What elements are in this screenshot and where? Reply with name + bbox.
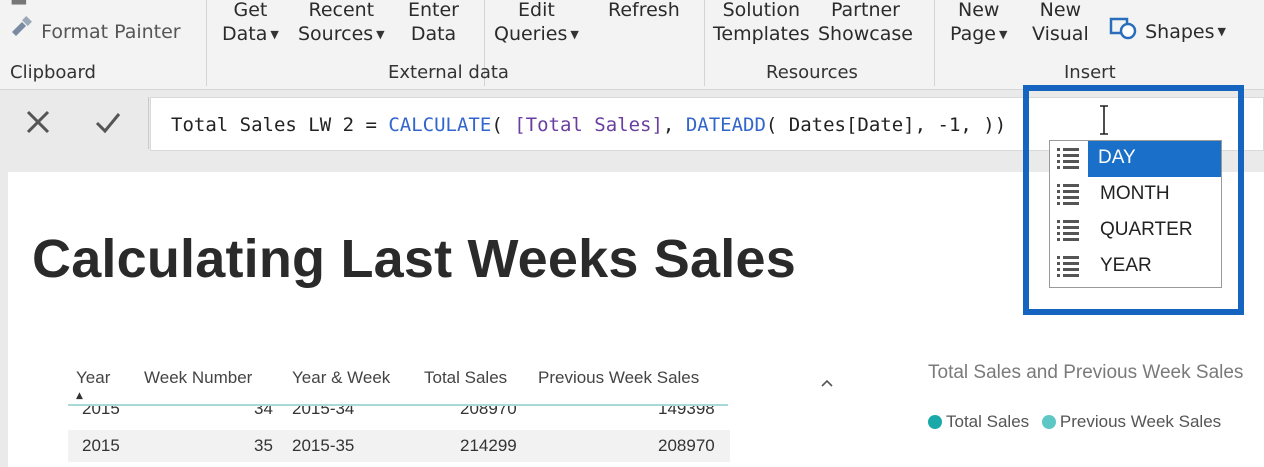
solution-templates-label-1: Solution bbox=[722, 0, 800, 21]
list-icon bbox=[1057, 256, 1079, 277]
cell-week-number: 34 bbox=[254, 406, 273, 418]
intellisense-item-label: MONTH bbox=[1100, 183, 1170, 204]
cancel-formula-button[interactable] bbox=[18, 105, 58, 141]
dropdown-caret-icon: ▼ bbox=[570, 27, 579, 41]
page-title: Calculating Last Weeks Sales bbox=[32, 229, 796, 289]
header-divider bbox=[68, 404, 728, 406]
recent-sources-label-2: Sources ▼ bbox=[298, 23, 385, 45]
cell-total-sales: 208970 bbox=[460, 406, 517, 418]
ribbon-separator bbox=[934, 0, 935, 86]
recent-sources-button[interactable]: Recent Sources ▼ bbox=[298, 0, 385, 47]
partner-showcase-label-1: Partner bbox=[830, 0, 900, 21]
intellisense-item-month[interactable]: MONTH bbox=[1050, 177, 1221, 213]
ribbon-separator bbox=[704, 0, 705, 86]
list-icon bbox=[1057, 220, 1079, 241]
new-visual-button[interactable]: New Visual bbox=[1032, 0, 1089, 46]
formula-separator bbox=[148, 97, 149, 149]
table-row: 2015 35 2015-35 214299 208970 bbox=[68, 430, 730, 462]
column-header-year-week[interactable]: Year & Week bbox=[292, 368, 391, 387]
checkmark-icon bbox=[95, 113, 121, 134]
insert-group-label: Insert bbox=[1064, 62, 1116, 83]
cell-year-week: 2015-34 bbox=[292, 406, 355, 418]
solution-templates-button[interactable]: Solution Templates bbox=[713, 0, 810, 46]
ribbon-separator bbox=[484, 0, 485, 86]
list-icon bbox=[1057, 148, 1079, 169]
column-header-year[interactable]: Year bbox=[76, 368, 111, 387]
paintbrush-icon bbox=[8, 16, 36, 44]
partner-showcase-label-2: Showcase bbox=[818, 23, 913, 45]
column-header-total-sales[interactable]: Total Sales bbox=[424, 368, 508, 387]
highlight-annotation-box bbox=[1023, 85, 1244, 315]
scroll-up-icon[interactable] bbox=[820, 376, 834, 392]
cell-year-week: 2015-35 bbox=[292, 436, 355, 455]
column-header-previous-week-sales[interactable]: Previous Week Sales bbox=[538, 368, 700, 387]
shapes-label: Shapes ▼ bbox=[1145, 20, 1226, 43]
legend-item-total-sales[interactable]: Total Sales bbox=[928, 412, 1029, 431]
list-icon bbox=[1057, 184, 1079, 205]
resources-group-label: Resources bbox=[766, 62, 858, 83]
commit-formula-button[interactable] bbox=[88, 105, 128, 141]
legend-dot-icon bbox=[1041, 415, 1056, 429]
ribbon-separator bbox=[206, 0, 207, 86]
dropdown-caret-icon: ▼ bbox=[376, 27, 385, 41]
refresh-button[interactable]: Refresh bbox=[608, 0, 680, 22]
intellisense-item-label: QUARTER bbox=[1100, 219, 1193, 240]
ribbon: Format Painter ▬ Clipboard Get Data ▼ Rec… bbox=[0, 0, 1264, 90]
get-data-label-2: Data ▼ bbox=[222, 23, 279, 45]
chart-title: Total Sales and Previous Week Sales bbox=[928, 362, 1244, 383]
close-icon bbox=[26, 110, 50, 134]
intellisense-item-year[interactable]: YEAR bbox=[1050, 249, 1221, 285]
format-painter-button[interactable]: Format Painter bbox=[8, 16, 181, 44]
dropdown-caret-icon: ▼ bbox=[1217, 25, 1226, 39]
dropdown-caret-icon: ▼ bbox=[999, 27, 1008, 41]
get-data-button[interactable]: Get Data ▼ bbox=[222, 0, 279, 47]
text-cursor-icon bbox=[1100, 105, 1108, 135]
shapes-icon bbox=[1108, 16, 1140, 48]
recent-sources-label-1: Recent bbox=[308, 0, 375, 21]
cell-total-sales: 214299 bbox=[460, 436, 517, 455]
intellisense-item-day-icon-cell bbox=[1050, 141, 1088, 177]
intellisense-dropdown: DAY MONTH QUARTER YEAR bbox=[1049, 140, 1222, 288]
new-visual-label-1: New bbox=[1039, 0, 1082, 21]
formula-text: Total Sales LW 2 = CALCULATE( [Total Sal… bbox=[171, 114, 1007, 136]
enter-data-label-1: Enter bbox=[408, 0, 459, 21]
dropdown-caret-icon: ▼ bbox=[270, 27, 279, 41]
chart-legend: Total Sales Previous Week Sales bbox=[928, 412, 1221, 432]
new-visual-label-2: Visual bbox=[1032, 23, 1089, 45]
sort-ascending-icon: ▲ bbox=[76, 391, 83, 401]
intellisense-item-day[interactable]: DAY bbox=[1088, 141, 1221, 177]
column-header-week-number[interactable]: Week Number bbox=[144, 368, 253, 387]
table-row: 2015 34 2015-34 208970 149398 bbox=[68, 406, 730, 430]
partner-showcase-button[interactable]: Partner Showcase bbox=[818, 0, 913, 46]
cell-previous-week-sales: 208970 bbox=[658, 436, 715, 455]
edit-queries-button[interactable]: Edit Queries ▼ bbox=[494, 0, 579, 47]
new-page-label-2: Page ▼ bbox=[950, 23, 1008, 45]
cell-year: 2015 bbox=[82, 436, 120, 455]
clipboard-group-label: Clipboard bbox=[10, 62, 96, 83]
cell-year: 2015 bbox=[82, 406, 120, 418]
get-data-label-1: Get bbox=[233, 0, 268, 21]
refresh-label: Refresh bbox=[608, 0, 680, 21]
intellisense-item-quarter[interactable]: QUARTER bbox=[1050, 213, 1221, 249]
format-painter-label: Format Painter bbox=[41, 21, 181, 43]
edit-queries-label-2: Queries ▼ bbox=[494, 23, 579, 45]
edit-queries-label-1: Edit bbox=[518, 0, 555, 21]
new-page-label-1: New bbox=[958, 0, 1000, 21]
enter-data-button[interactable]: Enter Data bbox=[408, 0, 459, 46]
legend-dot-icon bbox=[928, 415, 942, 429]
legend-item-previous-week-sales[interactable]: Previous Week Sales bbox=[1041, 412, 1221, 431]
new-page-button[interactable]: New Page ▼ bbox=[950, 0, 1007, 47]
cell-previous-week-sales: 149398 bbox=[658, 406, 715, 418]
ribbon-top-fragment: ▬ bbox=[10, 0, 28, 11]
external-data-group-label: External data bbox=[388, 62, 509, 83]
table-header: Year ▲ Week Number Year & Week Total Sal… bbox=[68, 368, 730, 410]
intellisense-item-label: DAY bbox=[1098, 147, 1136, 168]
shapes-button[interactable]: Shapes ▼ bbox=[1108, 16, 1226, 48]
enter-data-label-2: Data bbox=[410, 23, 457, 45]
intellisense-item-label: YEAR bbox=[1100, 255, 1152, 276]
solution-templates-label-2: Templates bbox=[713, 23, 810, 45]
cell-week-number: 35 bbox=[254, 436, 273, 455]
